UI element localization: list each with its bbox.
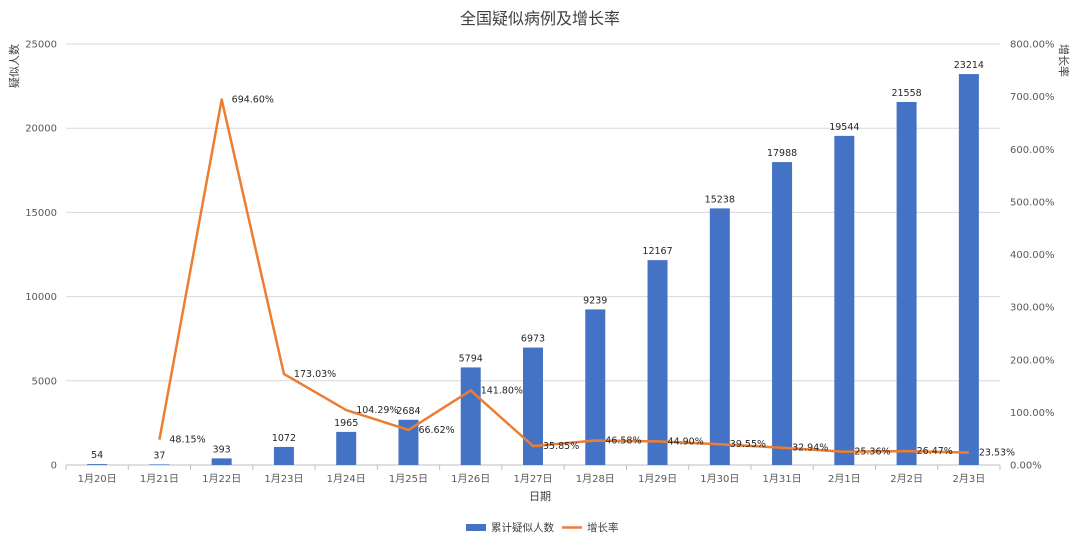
bar	[834, 135, 855, 466]
x-tick-label: 1月25日	[389, 473, 428, 485]
growth-rate-line	[158, 98, 969, 454]
line-value-label: 46.58%	[605, 435, 641, 446]
y-right-tick-label: 800.00%	[1010, 40, 1055, 51]
line-value-label: 23.53%	[979, 448, 1015, 459]
bar	[585, 309, 606, 465]
y-right-tick-label: 500.00%	[1010, 197, 1055, 208]
x-tick-label: 2月3日	[952, 473, 985, 485]
bar-value-label: 5794	[459, 353, 483, 364]
y-axis-left-label: 疑似人数	[8, 44, 21, 88]
x-tick-label: 1月30日	[700, 473, 739, 485]
y-left-tick-label: 25000	[25, 40, 57, 51]
bar-value-label: 54	[91, 450, 103, 461]
bar-value-label: 1965	[334, 418, 358, 429]
line-value-label: 32.94%	[792, 443, 828, 454]
bar-value-label: 2684	[396, 406, 420, 417]
bar-value-label: 15238	[705, 194, 735, 205]
line-value-label: 44.90%	[668, 436, 704, 447]
x-tick-label: 1月26日	[451, 473, 490, 485]
y-left-tick-label: 0	[51, 461, 57, 472]
line-value-label: 39.55%	[730, 439, 766, 450]
y-left-tick-label: 20000	[25, 124, 57, 135]
bar-value-label: 17988	[767, 148, 797, 159]
chart-title: 全国疑似病例及增长率	[460, 9, 620, 28]
bar-value-label: 9239	[583, 295, 607, 306]
bar	[398, 419, 419, 465]
y-right-tick-label: 300.00%	[1010, 303, 1055, 314]
line-value-label: 26.47%	[917, 446, 953, 457]
bar-value-label: 23214	[954, 60, 984, 71]
y-right-tick-label: 100.00%	[1010, 408, 1055, 419]
bar	[149, 464, 170, 465]
x-tick-label: 1月24日	[327, 473, 366, 485]
line-value-label: 173.03%	[294, 369, 336, 380]
line-value-label: 141.80%	[481, 385, 523, 396]
axis-ticks: 0 5000 10000 15000 20000 25000 0.00% 100.00% 200…	[25, 40, 1054, 486]
x-tick-label: 1月27日	[513, 473, 552, 485]
x-tick-label: 1月23日	[264, 473, 303, 485]
bar-value-label: 37	[153, 450, 165, 461]
bar	[211, 458, 232, 465]
line-value-label: 35.85%	[543, 441, 579, 452]
bar-value-label: 393	[213, 444, 231, 455]
legend-bar-label: 累计疑似人数	[491, 521, 554, 534]
y-right-tick-label: 0.00%	[1010, 461, 1042, 472]
bar	[460, 367, 481, 465]
bar	[87, 464, 108, 465]
line-value-label: 48.15%	[169, 435, 205, 446]
bar-series	[87, 74, 979, 466]
x-tick-label: 2月1日	[828, 473, 861, 485]
y-right-tick-label: 600.00%	[1010, 145, 1055, 156]
y-axis-right-label: 增长率	[1057, 44, 1071, 77]
x-tick-label: 1月29日	[638, 473, 677, 485]
bar	[523, 347, 543, 465]
line-value-label: 694.60%	[232, 94, 274, 105]
bar-value-label: 1072	[272, 433, 296, 444]
y-left-tick-label: 5000	[32, 376, 57, 387]
x-tick-label: 1月31日	[763, 473, 802, 485]
data-labels: 54 37 393 1072 1965 2684 5794 6973 9239 12167 1523…	[91, 60, 1015, 461]
line-value-label: 25.36%	[854, 447, 890, 458]
bar-value-label: 6973	[521, 334, 545, 345]
bar	[958, 74, 979, 466]
y-left-tick-label: 15000	[25, 208, 57, 219]
bar	[273, 446, 294, 465]
bar	[647, 260, 668, 465]
bar-value-label: 12167	[642, 246, 672, 257]
y-right-tick-label: 700.00%	[1010, 92, 1055, 103]
bar	[709, 208, 730, 465]
bar-value-label: 21558	[891, 88, 921, 99]
y-right-tick-label: 400.00%	[1010, 250, 1055, 261]
line-value-label: 66.62%	[418, 425, 454, 436]
bar-value-label: 19544	[829, 122, 859, 133]
line-series	[158, 98, 969, 454]
y-right-tick-label: 200.00%	[1010, 355, 1055, 366]
legend-line-label: 增长率	[587, 521, 619, 534]
bar	[896, 101, 917, 465]
x-tick-label: 1月28日	[576, 473, 615, 485]
legend: 累计疑似人数 增长率	[466, 521, 619, 534]
x-tick-label: 1月22日	[202, 473, 241, 485]
x-axis-label: 日期	[529, 490, 551, 503]
line-value-label: 104.29%	[356, 405, 398, 416]
bar	[772, 162, 793, 465]
bar	[336, 431, 357, 465]
y-left-tick-label: 10000	[25, 292, 57, 303]
x-tick-label: 2月2日	[890, 473, 923, 485]
x-tick-label: 1月21日	[140, 473, 179, 485]
x-tick-label: 1月20日	[78, 473, 117, 485]
legend-bar-swatch	[466, 524, 486, 531]
